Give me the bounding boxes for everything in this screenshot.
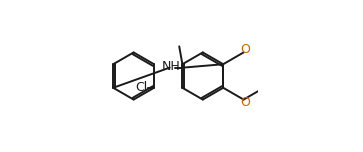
Text: O: O [240, 43, 250, 56]
Text: O: O [240, 96, 250, 109]
Text: Cl: Cl [135, 81, 147, 93]
Text: NH: NH [162, 60, 180, 73]
